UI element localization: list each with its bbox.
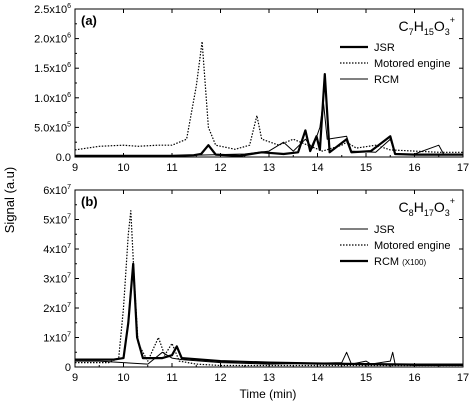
- series-line-jsr: [75, 351, 463, 366]
- formula-subscript: 3: [445, 208, 450, 218]
- y-tick-mantissa: 1.5x10: [34, 63, 67, 75]
- legend-label-suffix: (X100): [402, 258, 426, 267]
- y-tick-mantissa: 2.0x10: [34, 34, 67, 46]
- panel-b: 9 10 11 12 13 14 15 16 1701x1072x1073x1074x1075x…: [43, 184, 469, 384]
- y-tick-exponent: 5: [67, 121, 71, 128]
- legend-label: Motored engine: [374, 240, 450, 252]
- x-tick-label: 14: [311, 162, 323, 174]
- formula-part: C: [399, 18, 409, 34]
- x-tick-label: 12: [214, 372, 226, 384]
- y-tick-exponent: 7: [67, 332, 71, 339]
- y-tick-mantissa: 5.0x10: [34, 122, 67, 134]
- x-tick-label: 9: [72, 372, 78, 384]
- x-tick-label: 11: [166, 162, 177, 174]
- panel-label: (a): [81, 13, 97, 28]
- y-tick-label: 6x107: [43, 184, 71, 197]
- y-tick-mantissa: 6x10: [43, 185, 67, 197]
- legend: JSR Motored engine RCM: [340, 42, 450, 86]
- y-tick-label: 1.5x106: [34, 62, 71, 75]
- formula-part: O: [434, 199, 445, 215]
- x-tick-label: 13: [263, 372, 275, 384]
- x-tick-label: 10: [117, 372, 129, 384]
- panel-label: (b): [81, 194, 98, 209]
- x-axis-label: Time (min): [240, 387, 297, 401]
- legend-label: Motored engine: [374, 58, 450, 70]
- formula-label: C8H17O3+: [399, 196, 455, 218]
- legend-label: JSR: [374, 42, 395, 54]
- formula-part: O: [434, 18, 445, 34]
- y-tick-exponent: 6: [67, 92, 71, 99]
- y-axis-label: Signal (a.u): [2, 167, 17, 233]
- y-tick-exponent: 7: [67, 184, 71, 191]
- y-tick-mantissa: 5x10: [43, 215, 67, 227]
- formula-label: C7H15O3+: [399, 15, 455, 37]
- series-line-jsr: [75, 73, 463, 157]
- y-tick-exponent: 7: [67, 243, 71, 250]
- formula-part: H: [414, 18, 424, 34]
- y-tick-label: 4x107: [43, 243, 71, 256]
- y-tick-mantissa: 1.0x10: [34, 93, 67, 105]
- series-line-rcm: [75, 262, 463, 366]
- formula-subscript: 8: [409, 208, 414, 218]
- x-tick-label: 9: [72, 162, 78, 174]
- x-tick-label: 10: [117, 162, 129, 174]
- y-tick-exponent: 7: [67, 273, 71, 280]
- y-tick-exponent: 6: [67, 62, 71, 69]
- y-tick-label: 5x107: [43, 214, 71, 227]
- y-tick-label: 1x107: [43, 332, 71, 345]
- formula-superscript: +: [450, 15, 455, 25]
- y-tick-exponent: 6: [67, 33, 71, 40]
- x-tick-label: 17: [457, 372, 469, 384]
- y-tick-label: 5.0x105: [34, 121, 71, 134]
- y-tick-mantissa: 2.5x10: [34, 4, 67, 16]
- x-tick-label: 16: [408, 372, 420, 384]
- y-tick-mantissa: 3x10: [43, 274, 67, 286]
- y-tick-exponent: 6: [67, 3, 71, 10]
- x-tick-label: 17: [457, 162, 469, 174]
- series-line-motored-engine: [74, 41, 463, 153]
- legend-label: RCM (X100): [374, 256, 426, 268]
- formula-superscript: +: [450, 196, 455, 206]
- formula-subscript: 15: [424, 27, 434, 37]
- legend-label: JSR: [374, 224, 395, 236]
- series-line-rcm: [75, 100, 463, 157]
- y-tick-exponent: 7: [67, 214, 71, 221]
- x-tick-label: 11: [166, 372, 177, 384]
- y-tick-label: 2x107: [43, 302, 71, 315]
- y-tick-label: 2.5x106: [34, 3, 71, 16]
- y-tick-label: 1.0x106: [34, 92, 71, 105]
- y-tick-mantissa: 1x10: [43, 333, 67, 345]
- y-tick-mantissa: 4x10: [43, 244, 67, 256]
- y-tick-label: 0: [65, 362, 71, 374]
- panel-a: 9 10 11 12 13 14 15 16 170.05.0x1051.0x1061.5x10…: [34, 3, 469, 174]
- series-line-motored-engine: [75, 210, 463, 367]
- formula-part: H: [414, 199, 424, 215]
- legend-label-main: RCM: [374, 256, 402, 268]
- y-tick-mantissa: 2x10: [43, 303, 67, 315]
- y-tick-mantissa: 0.0: [56, 152, 71, 164]
- x-tick-label: 13: [263, 162, 275, 174]
- x-tick-label: 14: [311, 372, 323, 384]
- y-tick-label: 2.0x106: [34, 33, 71, 46]
- y-tick-label: 0.0: [56, 152, 71, 164]
- x-tick-label: 15: [360, 372, 372, 384]
- formula-subscript: 3: [445, 27, 450, 37]
- y-tick-exponent: 7: [67, 302, 71, 309]
- x-tick-label: 15: [360, 162, 372, 174]
- formula-part: C: [399, 199, 409, 215]
- legend: JSR Motored engine RCM (X100): [340, 224, 450, 268]
- y-tick-label: 3x107: [43, 273, 71, 286]
- formula-subscript: 7: [409, 27, 414, 37]
- legend-label: RCM: [374, 74, 399, 86]
- x-tick-label: 12: [214, 162, 226, 174]
- formula-subscript: 17: [424, 208, 434, 218]
- y-tick-mantissa: 0: [65, 362, 71, 374]
- x-tick-label: 16: [408, 162, 420, 174]
